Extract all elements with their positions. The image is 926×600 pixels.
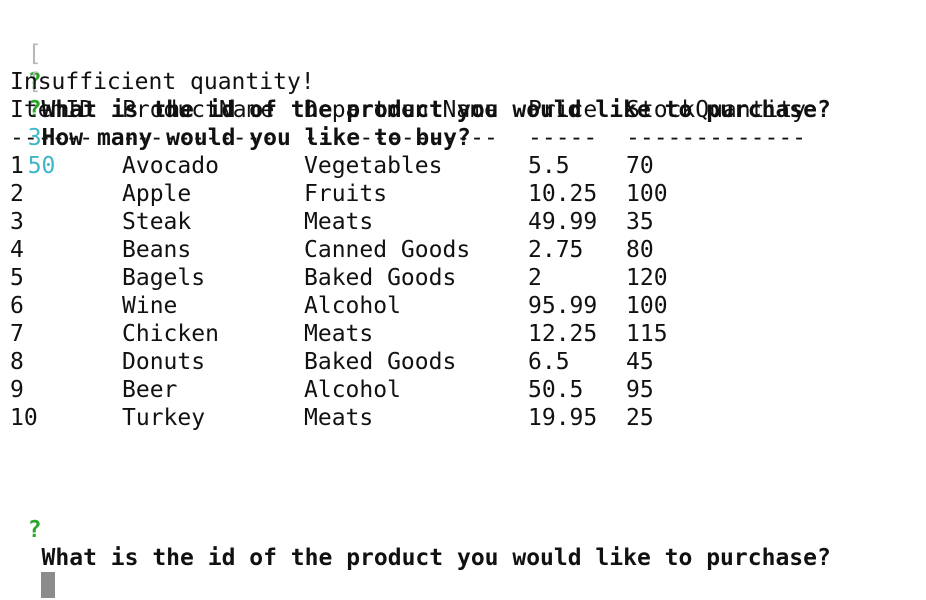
cell-item-id: 7: [10, 321, 24, 347]
separator-product-name: -----------: [122, 125, 275, 151]
separator-item-id: ------: [10, 125, 94, 151]
cell-price: 2: [528, 265, 542, 291]
separator-price: -----: [528, 125, 598, 151]
cell-item-id: 1: [10, 153, 24, 179]
cell-department-name: Baked Goods: [304, 265, 457, 291]
prompt-answer-value: 50: [27, 153, 56, 179]
prompt-question-text: How many would you like to buy?: [27, 125, 485, 151]
table-row: 2 Apple Fruits 10.25 100: [0, 180, 926, 208]
cell-stock-quantity: 25: [626, 405, 654, 431]
table-row: 1 Avocado Vegetables 5.5 70: [0, 152, 926, 180]
prompt-question-mark-icon: ?: [27, 69, 42, 95]
cell-product-name: Avocado: [122, 153, 219, 179]
table-header-row: ItemID ProductName DepartmentName Price …: [0, 96, 926, 124]
cell-item-id: 9: [10, 377, 24, 403]
insufficient-quantity-message: Insufficient quantity!: [10, 69, 315, 95]
cell-item-id: 3: [10, 209, 24, 235]
cell-price: 10.25: [528, 181, 598, 207]
cell-product-name: Wine: [122, 293, 178, 319]
header-product-name: ProductName: [122, 97, 275, 123]
cell-department-name: Vegetables: [304, 153, 443, 179]
cell-item-id: 5: [10, 265, 24, 291]
prompt-line-product-id-active[interactable]: ? What is the id of the product you woul…: [0, 460, 845, 598]
cell-price: 95.99: [528, 293, 598, 319]
cell-price: 6.5: [528, 349, 570, 375]
cell-price: 2.75: [528, 237, 584, 263]
table-row: 6 Wine Alcohol 95.99 100: [0, 292, 926, 320]
table-row: 3 Steak Meats 49.99 35: [0, 208, 926, 236]
cell-department-name: Meats: [304, 405, 374, 431]
terminal-cursor[interactable]: [40, 572, 55, 598]
cell-department-name: Canned Goods: [304, 237, 471, 263]
separator-stock-quantity: -------------: [626, 125, 807, 151]
cell-stock-quantity: 100: [626, 181, 668, 207]
cell-stock-quantity: 120: [626, 265, 668, 291]
cell-product-name: Beans: [122, 237, 192, 263]
prompt-question-text: What is the id of the product you would …: [27, 545, 845, 571]
prompt-answer-value: 3: [27, 125, 42, 151]
cell-price: 12.25: [528, 321, 598, 347]
cell-item-id: 10: [10, 405, 38, 431]
cell-department-name: Alcohol: [304, 377, 401, 403]
cell-price: 5.5: [528, 153, 570, 179]
table-row: 8 Donuts Baked Goods 6.5 45: [0, 348, 926, 376]
header-price: Price: [528, 97, 598, 123]
cell-stock-quantity: 70: [626, 153, 654, 179]
cell-department-name: Alcohol: [304, 293, 401, 319]
cell-price: 50.5: [528, 377, 584, 403]
cell-product-name: Chicken: [122, 321, 219, 347]
cell-item-id: 2: [10, 181, 24, 207]
cell-stock-quantity: 115: [626, 321, 668, 347]
cell-department-name: Meats: [304, 209, 374, 235]
table-row: 7 Chicken Meats 12.25 115: [0, 320, 926, 348]
cell-stock-quantity: 35: [626, 209, 654, 235]
cell-product-name: Bagels: [122, 265, 206, 291]
table-row: 9 Beer Alcohol 50.5 95: [0, 376, 926, 404]
cell-price: 19.95: [528, 405, 598, 431]
cell-product-name: Steak: [122, 209, 192, 235]
table-separator-row: ------ ----------- -------------- ----- …: [0, 124, 926, 152]
cell-price: 49.99: [528, 209, 598, 235]
cell-stock-quantity: 95: [626, 377, 654, 403]
cell-product-name: Donuts: [122, 349, 206, 375]
cell-item-id: 4: [10, 237, 24, 263]
separator-department-name: --------------: [304, 125, 498, 151]
prompt-question-mark-icon: ?: [27, 517, 42, 543]
table-row: 5 Bagels Baked Goods 2 120: [0, 264, 926, 292]
cell-product-name: Apple: [122, 181, 192, 207]
cell-stock-quantity: 45: [626, 349, 654, 375]
cell-item-id: 8: [10, 349, 24, 375]
prompt-line-quantity: [ ? How many would you like to buy? 50: [0, 40, 485, 179]
table-row: 10 Turkey Meats 19.95 25: [0, 404, 926, 432]
header-item-id: ItemID: [10, 97, 94, 123]
cell-department-name: Meats: [304, 321, 374, 347]
cell-department-name: Fruits: [304, 181, 388, 207]
cell-product-name: Turkey: [122, 405, 206, 431]
table-row: 4 Beans Canned Goods 2.75 80: [0, 236, 926, 264]
cell-department-name: Baked Goods: [304, 349, 457, 375]
cell-stock-quantity: 100: [626, 293, 668, 319]
prompt-question-mark-icon: ?: [27, 97, 42, 123]
prompt-question-text: What is the id of the product you would …: [27, 97, 845, 123]
header-department-name: DepartmentName: [304, 97, 498, 123]
cell-stock-quantity: 80: [626, 237, 654, 263]
header-stock-quantity: StockQuantity: [626, 97, 807, 123]
cell-item-id: 6: [10, 293, 24, 319]
prompt-line-product-id: [ ? What is the id of the product you wo…: [0, 12, 845, 151]
cell-product-name: Beer: [122, 377, 178, 403]
